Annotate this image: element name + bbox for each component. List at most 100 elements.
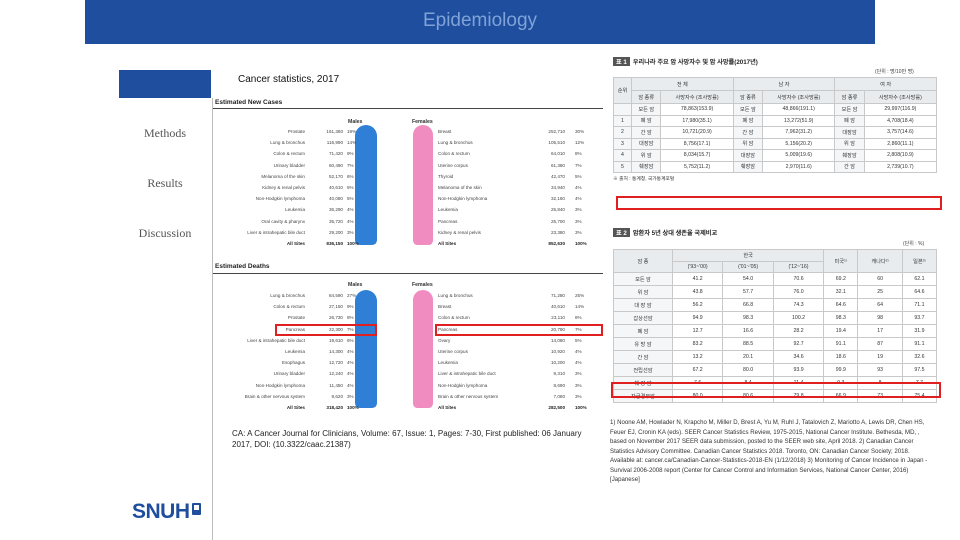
new-cases-female-site: Uterine corpus — [438, 162, 468, 168]
table1-cell: 3 — [613, 137, 632, 150]
table2-header: 일본³⁾ — [901, 249, 938, 273]
new-cases-male-count: 36,290 — [328, 207, 343, 213]
sidebar-item-methods[interactable]: Methods — [144, 126, 186, 140]
new-cases-female-site: Thyroid — [438, 173, 454, 179]
table2-title-line: 표 2 암환자 5년 상대 생존율 국제비교 — [613, 228, 717, 237]
new-cases-females-header: Females — [412, 119, 433, 125]
slide-subtitle: Cancer statistics, 2017 — [238, 74, 340, 85]
table1-cell: 5 — [613, 160, 632, 173]
new-cases-female-count: 25,700 — [550, 218, 565, 224]
deaths-female-count: 7,080 — [553, 393, 566, 399]
deaths-female-pct: 8% — [575, 315, 582, 321]
table2-container: 암 종 한국 미국¹⁾ 캐나다²⁾ 일본³⁾ ('93~'00) ('01~'05… — [613, 249, 938, 403]
citation: CA: A Cancer Journal for Clinicians, Vol… — [232, 429, 582, 449]
table1-cell: 29,997(116.9) — [863, 103, 938, 116]
table1-container: 순위 전 체 남 자 여 자 암 종류 사망자수 (조사망률) 암 종류 사망자수 (… — [613, 77, 938, 182]
table1-cell: 1 — [613, 114, 632, 127]
table2-cell: 98.3 — [823, 311, 859, 325]
new-cases-male-count: 40,610 — [328, 185, 343, 190]
deaths-female-total-pct: 100% — [575, 405, 587, 410]
table2-cell: 60 — [857, 272, 903, 286]
table2-cell: 17 — [857, 324, 903, 338]
table1-cell: 5,156(20.2) — [762, 137, 836, 150]
table1-cell: 2,970(11.6) — [762, 160, 836, 173]
new-cases-female-pct: 5% — [575, 173, 582, 179]
table1-unit: (단위 : 명/10만 명) — [875, 69, 914, 75]
new-cases-male-total-count: 836,150 — [326, 241, 343, 246]
table2-cell: 20.1 — [722, 350, 774, 364]
table1-group-header: 여 자 — [834, 77, 937, 91]
deaths-female-count: 23,110 — [551, 315, 565, 321]
sidebar-item-discussion[interactable]: Discussion — [138, 226, 192, 240]
table2-cell: 93 — [857, 363, 903, 377]
deaths-male-site: Pancreas — [285, 326, 305, 332]
new-cases-female-site: Pancreas — [438, 218, 458, 224]
new-cases-male-site: Non-Hodgkin lymphoma — [255, 196, 305, 202]
table1-cell: 췌장암 — [834, 149, 865, 162]
table1-group-header: 전 체 — [631, 77, 734, 91]
table1-cell: 대장암 — [630, 137, 662, 150]
new-cases-female-site: Lung & bronchus — [438, 140, 473, 146]
new-cases-male-pct: 5% — [347, 196, 354, 202]
table2-cell: 67.2 — [671, 363, 724, 377]
table2-row: 유 방 암 83.2 88.5 92.7 91.1 87 91.1 — [613, 337, 938, 351]
deaths-male-pct: 4% — [347, 349, 354, 354]
new-cases-males-header: Males — [348, 119, 363, 125]
table2-cell: 83.2 — [671, 337, 724, 351]
deaths-male-total-count: 318,420 — [326, 405, 343, 410]
sidebar-item-results[interactable]: Results — [147, 176, 183, 190]
new-cases-male-count: 35,720 — [328, 218, 343, 224]
new-cases-female-count: 64,010 — [550, 151, 565, 157]
deaths-male-site: Prostate — [287, 315, 305, 321]
new-cases-female-count: 34,940 — [550, 185, 565, 190]
new-cases-female-count: 42,470 — [550, 173, 565, 179]
table1-cell: 5,009(19.6) — [762, 149, 836, 162]
table2-header: 미국¹⁾ — [823, 249, 859, 273]
table1-cell: 폐 암 — [834, 114, 865, 127]
new-cases-male-total-pct: 100% — [347, 241, 359, 246]
deaths-female-count: 14,080 — [550, 337, 565, 343]
table1-row: 5 췌장암 5,752(11.2) 췌장암 2,970(11.6) 간 암 2,739(10… — [613, 160, 938, 173]
new-cases-female-count: 252,710 — [548, 129, 565, 134]
table1-cell: 2,739(10.7) — [863, 160, 938, 173]
deaths-female-site: Pancreas — [438, 326, 458, 332]
table1-cell: 모든 암 — [732, 103, 764, 116]
deaths-female-count: 10,200 — [550, 360, 565, 366]
snuh-logo-mark-icon — [192, 503, 201, 515]
table2-cell: 100.2 — [772, 311, 825, 325]
table2-cell: 28.2 — [772, 324, 825, 338]
deaths-female-count: 9,310 — [553, 371, 566, 377]
table1-cell — [613, 103, 632, 116]
deaths-title: Estimated Deaths — [215, 263, 270, 270]
table1-cell: 위 암 — [732, 137, 764, 150]
table2-header: 캐나다²⁾ — [857, 249, 903, 273]
table2-cell: 97.5 — [901, 363, 938, 377]
table2-cell: 76.0 — [772, 285, 825, 299]
highlight-table2-pancreas-row — [611, 382, 941, 398]
new-cases-male-count: 40,080 — [328, 196, 343, 202]
new-cases-female-total-count: 852,630 — [548, 241, 565, 246]
table2-row: 간 암 13.2 20.1 34.6 18.6 19 32.6 — [613, 350, 938, 364]
table1-cell: 3,757(14.6) — [863, 126, 938, 139]
highlight-female-pancreas — [435, 324, 603, 336]
table1-subheader: 사망자수 (조사망률) — [863, 90, 938, 104]
new-cases-female-pct: 4% — [575, 185, 582, 190]
table1-badge: 표 1 — [613, 57, 630, 66]
new-cases-male-site: Liver & intrahepatic bile duct — [247, 229, 305, 235]
new-cases-female-pct: 30% — [575, 129, 585, 134]
deaths-female-pct: 3% — [575, 382, 582, 388]
female-silhouette-deaths — [413, 290, 433, 408]
new-cases-male-site: Kidney & renal pelvis — [262, 185, 305, 190]
deaths-female-pct: 5% — [575, 337, 582, 343]
table2-cell: 유 방 암 — [613, 337, 673, 351]
table2-cell: 16.6 — [722, 324, 774, 338]
table2-cell: 64 — [857, 298, 903, 312]
new-cases-male-site: Leukemia — [285, 207, 305, 213]
table1-subheader: 사망자수 (조사망률) — [762, 90, 836, 104]
table2-cell: 25 — [857, 285, 903, 299]
deaths-female-site: Lung & bronchus — [438, 293, 473, 298]
table2-cell: 57.7 — [722, 285, 774, 299]
new-cases-male-count: 71,420 — [328, 151, 343, 157]
table2-cell: 41.2 — [671, 272, 724, 286]
